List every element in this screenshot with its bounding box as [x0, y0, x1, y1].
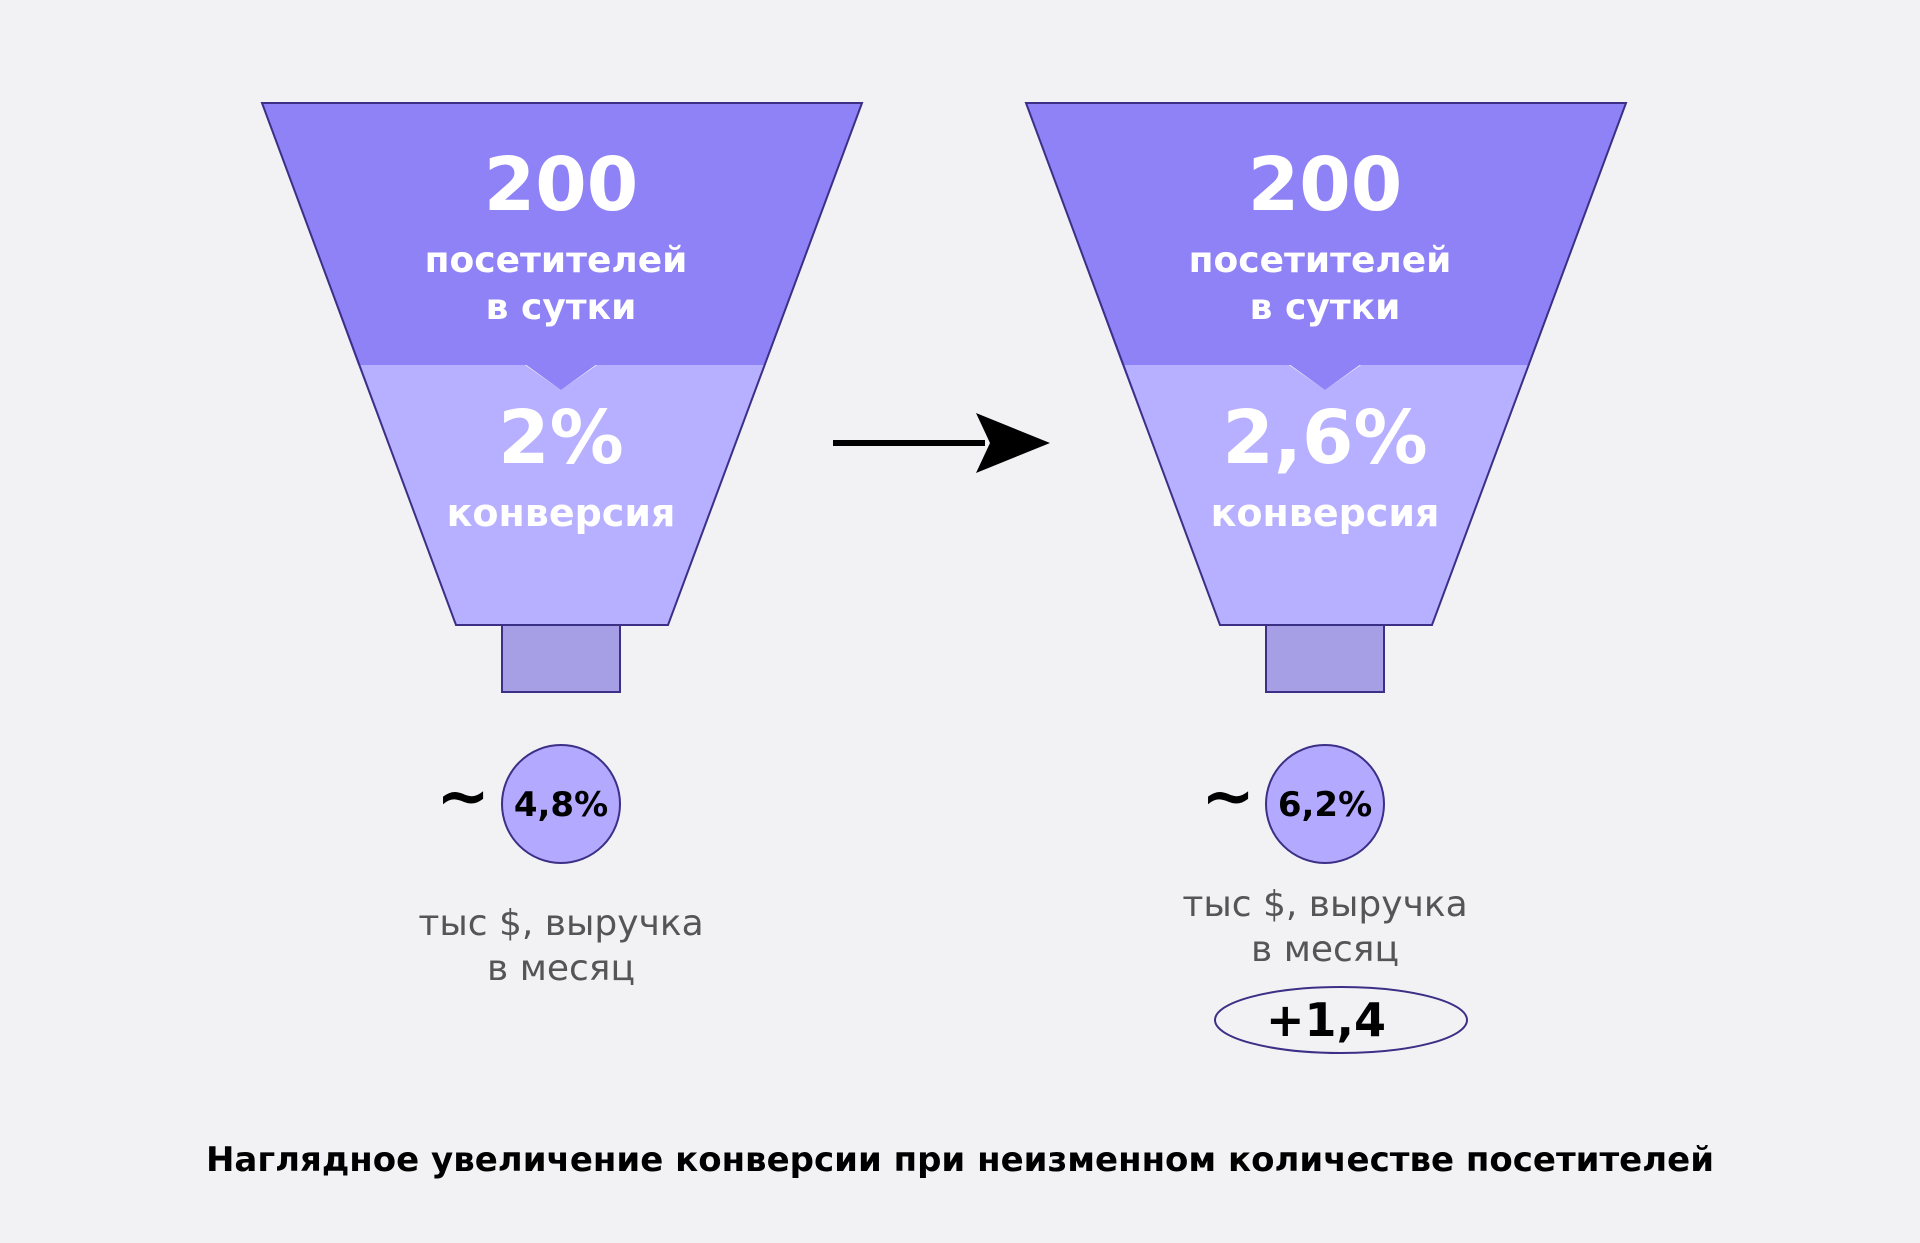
- funnel-right-visitors-value: 200: [1248, 142, 1402, 228]
- funnel-right-bottom-section: [1122, 365, 1529, 625]
- revenue-right-label-line2: в месяц: [1251, 929, 1399, 970]
- funnel-right-conversion-value: 2,6%: [1222, 395, 1427, 481]
- revenue-left-label-line1: тыс $, выручка: [418, 903, 703, 944]
- funnel-right-visitors-line2: в сутки: [1250, 287, 1401, 328]
- funnel-right: 200 посетителей в сутки 2,6% конверсия: [1024, 102, 1628, 693]
- revenue-left-circle: [501, 744, 621, 864]
- increase-badge-ellipse: [1214, 986, 1468, 1054]
- funnel-left-conversion-label: конверсия: [447, 491, 676, 535]
- funnel-left-outline: [260, 102, 864, 626]
- revenue-left-value: 4,8%: [514, 785, 608, 825]
- funnel-left-conversion-value: 2%: [498, 395, 624, 481]
- revenue-right: ~ 6,2% тыс $, выручка в месяц +1,4: [1182, 744, 1468, 1054]
- funnel-left-visitors-value: 200: [484, 142, 638, 228]
- funnel-right-conversion-label: конверсия: [1211, 491, 1440, 535]
- approx-symbol-right: ~: [1201, 760, 1255, 834]
- funnel-left-visitors-line1: посетителей: [425, 240, 688, 281]
- funnel-left-bottom-section: [358, 365, 765, 625]
- increase-badge-value: +1,4: [1266, 993, 1386, 1047]
- funnel-left-visitors-line2: в сутки: [486, 287, 637, 328]
- funnel-left-top-section: [262, 103, 862, 365]
- revenue-right-label-line1: тыс $, выручка: [1182, 884, 1467, 925]
- funnel-right-spout: [1265, 624, 1385, 693]
- transition-arrow: [833, 413, 1050, 473]
- revenue-left: ~ 4,8% тыс $, выручка в месяц: [418, 744, 704, 989]
- diagram-caption: Наглядное увеличение конверсии при неизм…: [205, 1140, 1715, 1180]
- funnel-left: 200 посетителей в сутки 2% конверсия: [260, 102, 864, 693]
- revenue-left-label-line2: в месяц: [487, 948, 635, 989]
- funnel-left-notch: [525, 364, 597, 390]
- funnel-right-top-section: [1026, 103, 1626, 365]
- funnel-right-notch: [1289, 364, 1361, 390]
- funnel-right-visitors-line1: посетителей: [1189, 240, 1452, 281]
- revenue-right-circle: [1265, 744, 1385, 864]
- funnel-right-outline: [1024, 102, 1628, 626]
- revenue-right-value: 6,2%: [1278, 785, 1372, 825]
- approx-symbol-left: ~: [436, 760, 490, 834]
- funnel-left-spout: [501, 624, 621, 693]
